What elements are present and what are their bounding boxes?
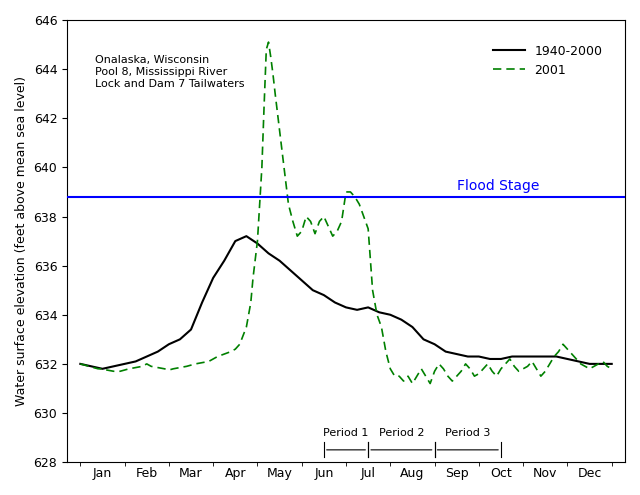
Legend: 1940-2000, 2001: 1940-2000, 2001 [488, 40, 607, 82]
Y-axis label: Water surface elevation (feet above mean sea level): Water surface elevation (feet above mean… [15, 76, 28, 406]
Text: Period 3: Period 3 [445, 428, 490, 438]
Text: Flood Stage: Flood Stage [457, 179, 539, 193]
Text: Onalaska, Wisconsin
Pool 8, Mississippi River
Lock and Dam 7 Tailwaters: Onalaska, Wisconsin Pool 8, Mississippi … [95, 55, 244, 89]
Text: Period 1: Period 1 [323, 428, 369, 438]
Text: Period 2: Period 2 [379, 428, 424, 438]
